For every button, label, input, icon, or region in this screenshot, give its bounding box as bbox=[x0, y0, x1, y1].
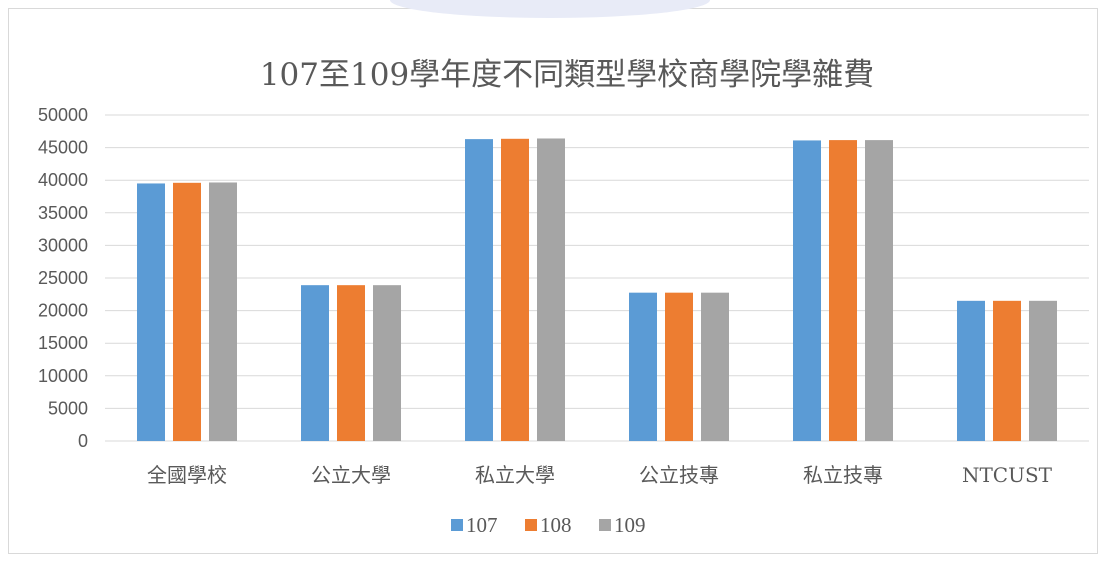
bar-108-5 bbox=[993, 300, 1021, 441]
y-tick-label: 35000 bbox=[38, 203, 88, 223]
y-tick-label: 30000 bbox=[38, 235, 88, 255]
bar-108-2 bbox=[501, 138, 529, 441]
bar-108-4 bbox=[829, 140, 857, 442]
bar-108-3 bbox=[665, 292, 693, 441]
legend: 107 108 109 bbox=[451, 513, 646, 537]
y-tick-label: 10000 bbox=[38, 366, 88, 386]
x-category-label: 公立技專 bbox=[639, 463, 719, 487]
x-category-label: NTCUST bbox=[962, 463, 1053, 487]
x-axis-categories: 全國學校 公立大學 私立大學 公立技專 私立技專 NTCUST bbox=[147, 463, 1053, 487]
legend-label: 108 bbox=[540, 513, 572, 537]
legend-label: 109 bbox=[614, 513, 646, 537]
x-category-label: 公立大學 bbox=[311, 463, 391, 487]
y-axis-ticks: 0 5000 10000 15000 20000 25000 30000 35000 40000… bbox=[38, 105, 88, 451]
bar-107-4 bbox=[793, 140, 821, 442]
bar-107-0 bbox=[137, 183, 165, 441]
bar-109-5 bbox=[1029, 300, 1057, 441]
y-tick-label: 25000 bbox=[38, 268, 88, 288]
bars bbox=[137, 138, 1057, 442]
legend-swatch-108 bbox=[525, 519, 537, 531]
x-category-label: 私立技專 bbox=[803, 463, 883, 487]
bar-109-2 bbox=[537, 138, 565, 442]
bar-109-1 bbox=[373, 285, 401, 441]
bar-108-0 bbox=[173, 182, 201, 442]
y-tick-label: 0 bbox=[78, 431, 88, 451]
header-decoration bbox=[390, 0, 710, 18]
x-category-label: 全國學校 bbox=[147, 463, 227, 487]
bar-109-0 bbox=[209, 182, 237, 441]
y-tick-label: 5000 bbox=[48, 398, 88, 418]
bar-108-1 bbox=[337, 285, 365, 441]
y-tick-label: 40000 bbox=[38, 170, 88, 190]
x-category-label: 私立大學 bbox=[475, 463, 555, 487]
y-tick-label: 45000 bbox=[38, 138, 88, 158]
bar-107-1 bbox=[301, 285, 329, 441]
legend-swatch-107 bbox=[451, 519, 463, 531]
bar-107-3 bbox=[629, 292, 657, 441]
y-tick-label: 15000 bbox=[38, 333, 88, 353]
y-tick-label: 20000 bbox=[38, 301, 88, 321]
y-tick-label: 50000 bbox=[38, 105, 88, 125]
chart-title: 107至109學年度不同類型學校商學院學雜費 bbox=[260, 57, 874, 93]
legend-label: 107 bbox=[466, 513, 498, 537]
gridlines bbox=[105, 114, 1089, 442]
bar-107-5 bbox=[957, 300, 985, 441]
bar-109-3 bbox=[701, 292, 729, 441]
legend-swatch-109 bbox=[599, 519, 611, 531]
bar-109-4 bbox=[865, 140, 893, 442]
bar-107-2 bbox=[465, 139, 493, 441]
